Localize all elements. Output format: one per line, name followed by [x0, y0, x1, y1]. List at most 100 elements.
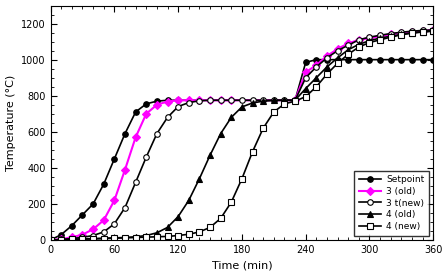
Line: 4 (old): 4 (old) [48, 28, 436, 243]
3 t(new) [260, 99, 266, 102]
4 (new) [431, 29, 436, 33]
Setpoint [133, 110, 138, 114]
4 (old) [197, 177, 202, 180]
3 (old) [293, 99, 298, 102]
4 (old) [250, 101, 255, 105]
4 (new) [345, 53, 351, 56]
3 t(new) [250, 99, 255, 102]
4 (new) [239, 177, 245, 180]
4 (new) [218, 217, 224, 220]
3 t(new) [154, 132, 159, 135]
3 (old) [218, 99, 224, 102]
4 (old) [143, 234, 149, 237]
Setpoint [48, 238, 53, 242]
4 (old) [282, 99, 287, 102]
Setpoint [154, 99, 159, 103]
4 (old) [293, 99, 298, 102]
3 t(new) [409, 30, 415, 33]
4 (new) [69, 238, 74, 241]
3 (old) [420, 29, 425, 33]
Setpoint [314, 58, 319, 61]
3 t(new) [133, 181, 138, 184]
3 (old) [112, 199, 117, 202]
4 (old) [431, 30, 436, 33]
3 t(new) [345, 44, 351, 47]
3 (old) [431, 28, 436, 31]
Line: 3 (old): 3 (old) [48, 27, 436, 243]
3 t(new) [239, 99, 245, 102]
4 (new) [260, 127, 266, 130]
4 (old) [207, 154, 213, 157]
3 (old) [143, 112, 149, 115]
3 t(new) [356, 38, 362, 41]
3 (old) [154, 103, 159, 107]
4 (new) [154, 235, 159, 238]
3 (old) [207, 99, 213, 102]
3 (old) [165, 100, 170, 103]
Setpoint [431, 58, 436, 61]
3 t(new) [90, 234, 96, 237]
4 (old) [154, 231, 159, 235]
Setpoint [335, 58, 340, 61]
Setpoint [409, 58, 415, 61]
4 (old) [69, 238, 74, 241]
4 (new) [388, 35, 393, 39]
4 (new) [409, 31, 415, 34]
3 (old) [367, 36, 372, 40]
3 t(new) [324, 56, 330, 60]
4 (old) [239, 105, 245, 108]
4 (old) [112, 236, 117, 240]
3 t(new) [399, 31, 404, 34]
4 (new) [228, 200, 234, 204]
4 (old) [101, 237, 107, 240]
Setpoint [122, 132, 128, 135]
3 (old) [324, 54, 330, 58]
4 (new) [420, 30, 425, 33]
4 (old) [324, 65, 330, 68]
3 t(new) [303, 76, 308, 79]
3 t(new) [293, 99, 298, 102]
Setpoint [112, 157, 117, 161]
4 (old) [48, 238, 53, 242]
4 (new) [303, 95, 308, 98]
Setpoint [80, 213, 85, 216]
3 (old) [409, 30, 415, 33]
3 t(new) [228, 99, 234, 102]
3 (old) [356, 38, 362, 41]
3 t(new) [186, 101, 191, 104]
3 (old) [59, 237, 64, 241]
3 t(new) [420, 29, 425, 32]
3 t(new) [69, 237, 74, 240]
3 (old) [186, 99, 191, 102]
4 (new) [143, 235, 149, 239]
Setpoint [324, 58, 330, 61]
4 (new) [48, 238, 53, 242]
3 t(new) [176, 105, 181, 108]
3 (old) [197, 99, 202, 102]
4 (old) [388, 34, 393, 38]
4 (old) [218, 132, 224, 135]
4 (new) [377, 38, 383, 41]
3 (old) [345, 42, 351, 45]
4 (new) [122, 236, 128, 240]
3 (old) [48, 238, 53, 242]
Setpoint [345, 58, 351, 61]
Setpoint [59, 233, 64, 236]
4 (old) [356, 43, 362, 46]
3 t(new) [367, 35, 372, 39]
3 t(new) [207, 99, 213, 102]
3 t(new) [271, 99, 276, 102]
4 (old) [271, 99, 276, 102]
3 t(new) [101, 230, 107, 233]
4 (new) [271, 110, 276, 114]
Setpoint [165, 99, 170, 102]
3 (old) [303, 71, 308, 74]
4 (old) [260, 99, 266, 103]
4 (old) [122, 236, 128, 239]
3 t(new) [377, 34, 383, 37]
4 (new) [186, 233, 191, 236]
3 t(new) [335, 49, 340, 52]
Setpoint [367, 58, 372, 61]
3 (old) [335, 47, 340, 51]
3 (old) [122, 168, 128, 171]
